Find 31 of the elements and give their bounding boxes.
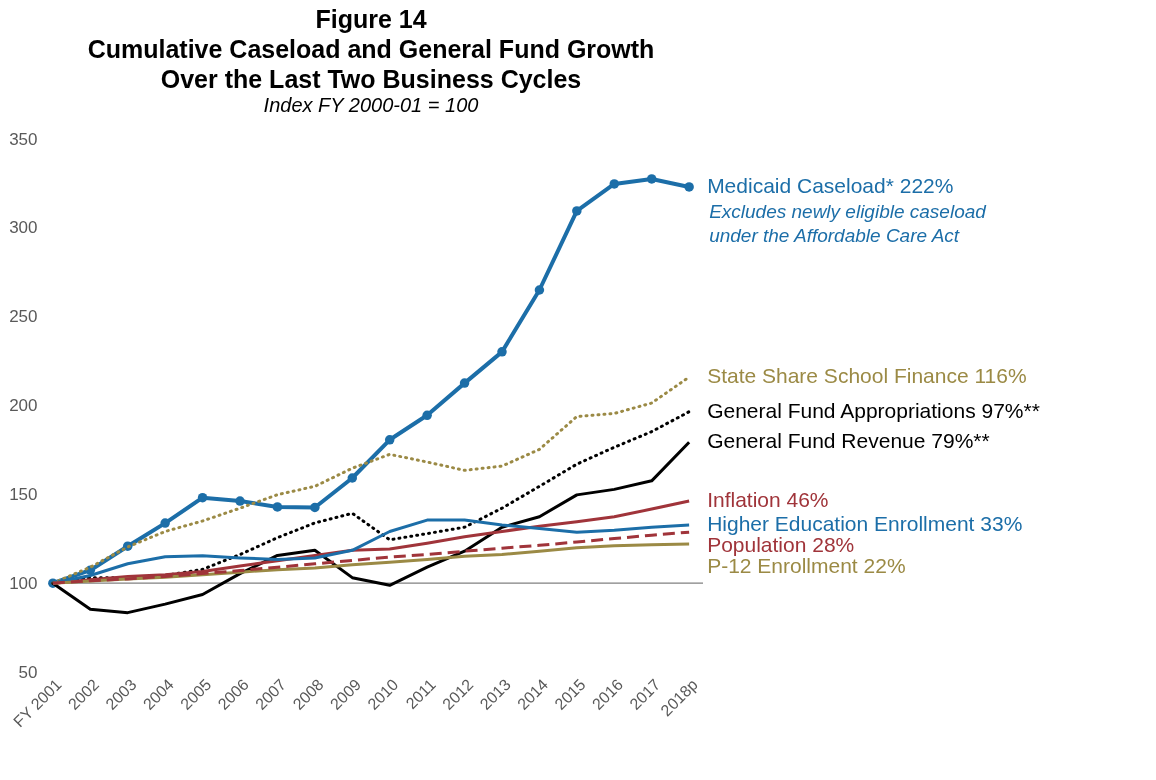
point: [310, 502, 320, 513]
point: [160, 518, 170, 528]
point: [272, 502, 283, 512]
point: [497, 347, 507, 357]
point: [347, 473, 358, 483]
point: [572, 206, 582, 216]
y-tick-label: 300: [9, 218, 38, 238]
chart-subtitle: Index FY 2000-01 = 100: [263, 94, 479, 116]
y-tick-label: 250: [9, 307, 38, 327]
y-tick-label: 350: [9, 129, 38, 149]
point: [609, 179, 620, 189]
point: [422, 410, 432, 421]
point: [684, 182, 694, 192]
point: [384, 435, 395, 445]
point: [646, 174, 657, 184]
text: Excludes newly eligible caseload under the Affordable Care Act: [709, 200, 988, 246]
series-label: General Fund Revenue 79%**: [707, 429, 990, 453]
series-label: General Fund Appropriations 97%**: [707, 398, 1040, 422]
point: [534, 285, 545, 295]
series-label: Inflation 46%: [707, 488, 829, 512]
y-tick-label: 200: [9, 396, 38, 415]
y-tick-label: 50: [18, 662, 38, 682]
y-tick-label: 100: [9, 573, 38, 593]
series-label: Higher Education Enrollment 33%: [707, 512, 1023, 536]
point: [197, 492, 208, 503]
point: [459, 378, 470, 388]
series-label: Medicaid Caseload* 222%: [707, 173, 954, 197]
point: [235, 496, 245, 506]
series-label: State Share School Finance 116%: [707, 364, 1027, 388]
chart-title: Figure 14 Cumulative Caseload and General Fund Growth Over the Last Two Business Cycles: [87, 5, 655, 93]
y-tick-label: 150: [9, 484, 38, 504]
